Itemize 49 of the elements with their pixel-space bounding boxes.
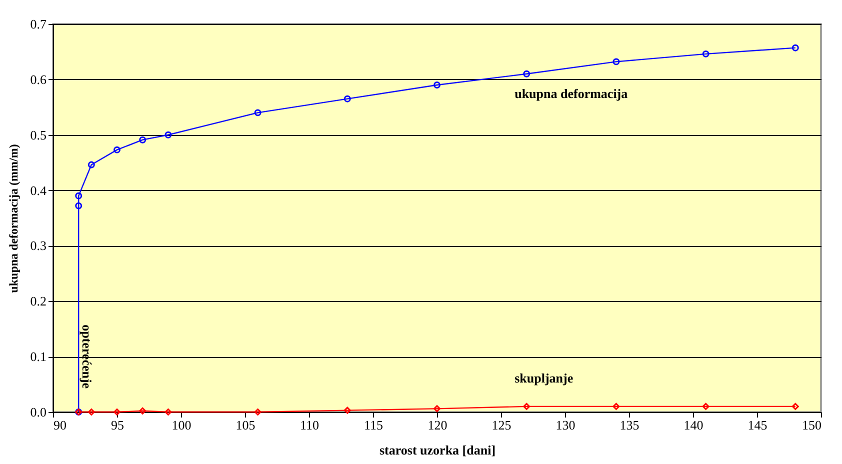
x-tick-label: 120 xyxy=(428,418,448,432)
point xyxy=(702,402,710,410)
x-tick-label: 100 xyxy=(172,418,192,432)
series-label: ukupna deformacija xyxy=(514,86,628,101)
point xyxy=(612,402,620,410)
x-axis-title: starost uzorka [dani] xyxy=(379,442,496,458)
point xyxy=(254,408,262,416)
y-tick-label: 0.4 xyxy=(30,182,47,198)
x-tick-label: 150 xyxy=(802,418,822,432)
y-tick-label: 0.2 xyxy=(30,294,46,309)
y-tick-label: 0.3 xyxy=(30,238,46,254)
y-tick-label: 0.6 xyxy=(30,72,47,87)
series-label: skupljanje xyxy=(514,370,574,386)
point xyxy=(702,50,710,58)
point xyxy=(344,406,351,414)
point xyxy=(114,408,120,416)
point xyxy=(612,58,620,66)
point xyxy=(792,402,799,410)
point xyxy=(75,202,82,210)
point xyxy=(164,131,172,138)
x-tick-label: 145 xyxy=(748,418,768,432)
y-tick-label: 0.0 xyxy=(30,404,46,420)
point xyxy=(164,408,172,416)
point xyxy=(434,405,440,412)
point xyxy=(114,146,120,154)
point xyxy=(523,70,530,78)
point xyxy=(139,407,146,414)
y-tick-label: 0.7 xyxy=(30,16,47,32)
y-tick-label: 0.1 xyxy=(30,349,46,364)
x-tick-label: 95 xyxy=(111,418,124,432)
x-tick-label: 135 xyxy=(620,418,640,432)
y-axis-title: ukupna deformacija (mm/m) xyxy=(6,144,20,293)
point xyxy=(88,161,95,168)
point xyxy=(88,408,95,416)
x-tick-label: 110 xyxy=(300,418,320,432)
x-tick-label: 125 xyxy=(492,418,512,432)
point xyxy=(434,81,440,88)
annotation: opterećenje xyxy=(80,324,95,389)
x-tick-label: 115 xyxy=(364,418,384,432)
point xyxy=(75,192,82,200)
point xyxy=(139,136,146,144)
x-tick-label: 105 xyxy=(236,418,256,432)
x-tick-label: 140 xyxy=(684,418,704,432)
x-tick-label: 90 xyxy=(54,418,66,432)
y-tick-label: 0.5 xyxy=(30,127,46,142)
point xyxy=(254,109,262,116)
x-tick-label: 130 xyxy=(556,418,576,432)
point xyxy=(523,402,530,410)
point xyxy=(344,95,351,102)
